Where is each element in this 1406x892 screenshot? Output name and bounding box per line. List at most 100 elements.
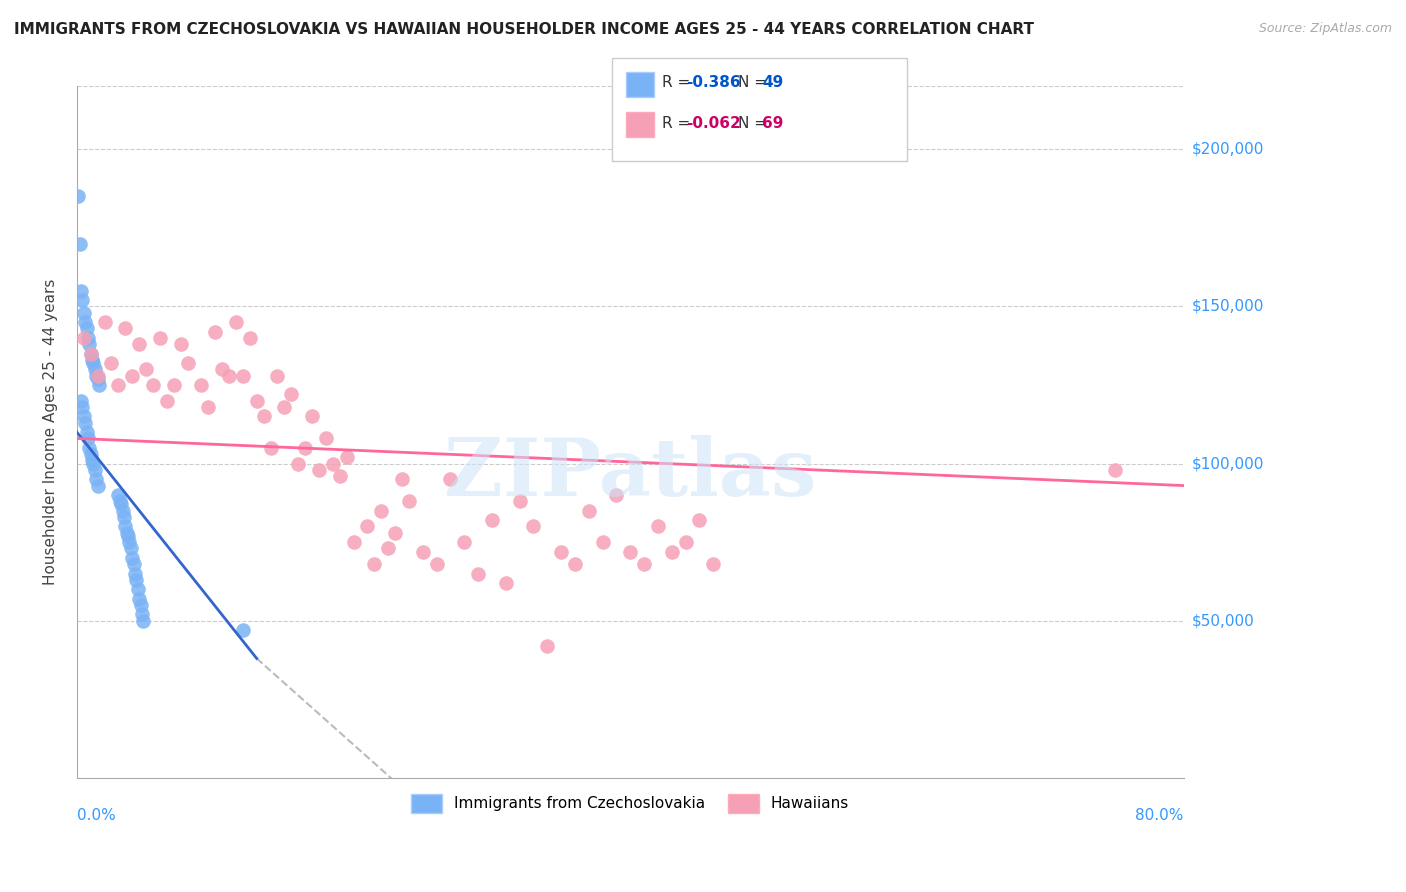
Point	[127, 582, 149, 597]
Point	[273, 400, 295, 414]
Point	[80, 447, 103, 461]
Point	[86, 478, 108, 492]
Point	[124, 566, 146, 581]
Point	[114, 519, 136, 533]
Point	[619, 544, 641, 558]
Legend: Immigrants from Czechoslovakia, Hawaiians: Immigrants from Czechoslovakia, Hawaiian…	[405, 788, 855, 819]
Point	[73, 409, 96, 424]
Point	[86, 368, 108, 383]
Point	[481, 513, 503, 527]
Text: Source: ZipAtlas.com: Source: ZipAtlas.com	[1258, 22, 1392, 36]
Point	[121, 550, 143, 565]
Point	[76, 321, 98, 335]
Point	[77, 432, 100, 446]
Point	[315, 432, 337, 446]
Point	[107, 378, 129, 392]
Point	[83, 463, 105, 477]
Point	[84, 368, 107, 383]
Point	[426, 557, 449, 571]
Point	[117, 529, 139, 543]
Point	[239, 331, 262, 345]
Text: -0.386: -0.386	[686, 76, 741, 90]
Point	[633, 557, 655, 571]
Point	[114, 321, 136, 335]
Point	[453, 535, 475, 549]
Point	[75, 315, 97, 329]
Point	[80, 453, 103, 467]
Point	[225, 315, 247, 329]
Point	[108, 494, 131, 508]
Point	[131, 607, 153, 622]
Point	[87, 378, 110, 392]
Point	[80, 346, 103, 360]
Point	[204, 325, 226, 339]
Point	[169, 337, 191, 351]
Point	[100, 356, 122, 370]
Point	[83, 362, 105, 376]
Point	[82, 457, 104, 471]
Point	[93, 315, 115, 329]
Point	[76, 425, 98, 439]
Point	[190, 378, 212, 392]
Point	[509, 494, 531, 508]
Point	[363, 557, 385, 571]
Point	[80, 352, 103, 367]
Point	[329, 469, 352, 483]
Text: ZIPatlas: ZIPatlas	[444, 434, 817, 513]
Point	[75, 416, 97, 430]
Point	[73, 331, 96, 345]
Point	[79, 337, 101, 351]
Point	[377, 541, 399, 556]
Text: N =: N =	[738, 76, 772, 90]
Point	[322, 457, 344, 471]
Text: 80.0%: 80.0%	[1136, 808, 1184, 823]
Point	[132, 614, 155, 628]
Point	[467, 566, 489, 581]
Point	[69, 236, 91, 251]
Point	[176, 356, 198, 370]
Point	[121, 368, 143, 383]
Point	[391, 472, 413, 486]
Point	[412, 544, 434, 558]
Point	[149, 331, 172, 345]
Point	[301, 409, 323, 424]
Point	[689, 513, 711, 527]
Point	[336, 450, 359, 465]
Point	[128, 337, 150, 351]
Point	[142, 378, 165, 392]
Point	[675, 535, 697, 549]
Point	[702, 557, 724, 571]
Text: $200,000: $200,000	[1192, 142, 1264, 157]
Point	[163, 378, 186, 392]
Point	[439, 472, 461, 486]
Point	[67, 189, 90, 203]
Point	[536, 639, 558, 653]
Y-axis label: Householder Income Ages 25 - 44 years: Householder Income Ages 25 - 44 years	[44, 279, 58, 585]
Point	[578, 504, 600, 518]
Text: -0.062: -0.062	[686, 116, 741, 130]
Point	[70, 393, 93, 408]
Point	[550, 544, 572, 558]
Point	[356, 519, 378, 533]
Text: 69: 69	[762, 116, 783, 130]
Text: 49: 49	[762, 76, 783, 90]
Point	[84, 472, 107, 486]
Text: $100,000: $100,000	[1192, 456, 1264, 471]
Point	[647, 519, 669, 533]
Point	[246, 393, 269, 408]
Point	[118, 535, 141, 549]
Point	[112, 510, 135, 524]
Point	[266, 368, 288, 383]
Point	[120, 541, 142, 556]
Point	[125, 573, 148, 587]
Point	[72, 400, 94, 414]
Point	[107, 488, 129, 502]
Point	[342, 535, 364, 549]
Point	[592, 535, 614, 549]
Text: IMMIGRANTS FROM CZECHOSLOVAKIA VS HAWAIIAN HOUSEHOLDER INCOME AGES 25 - 44 YEARS: IMMIGRANTS FROM CZECHOSLOVAKIA VS HAWAII…	[14, 22, 1033, 37]
Point	[253, 409, 276, 424]
Point	[308, 463, 330, 477]
Text: 0.0%: 0.0%	[77, 808, 115, 823]
Point	[661, 544, 683, 558]
Point	[398, 494, 420, 508]
